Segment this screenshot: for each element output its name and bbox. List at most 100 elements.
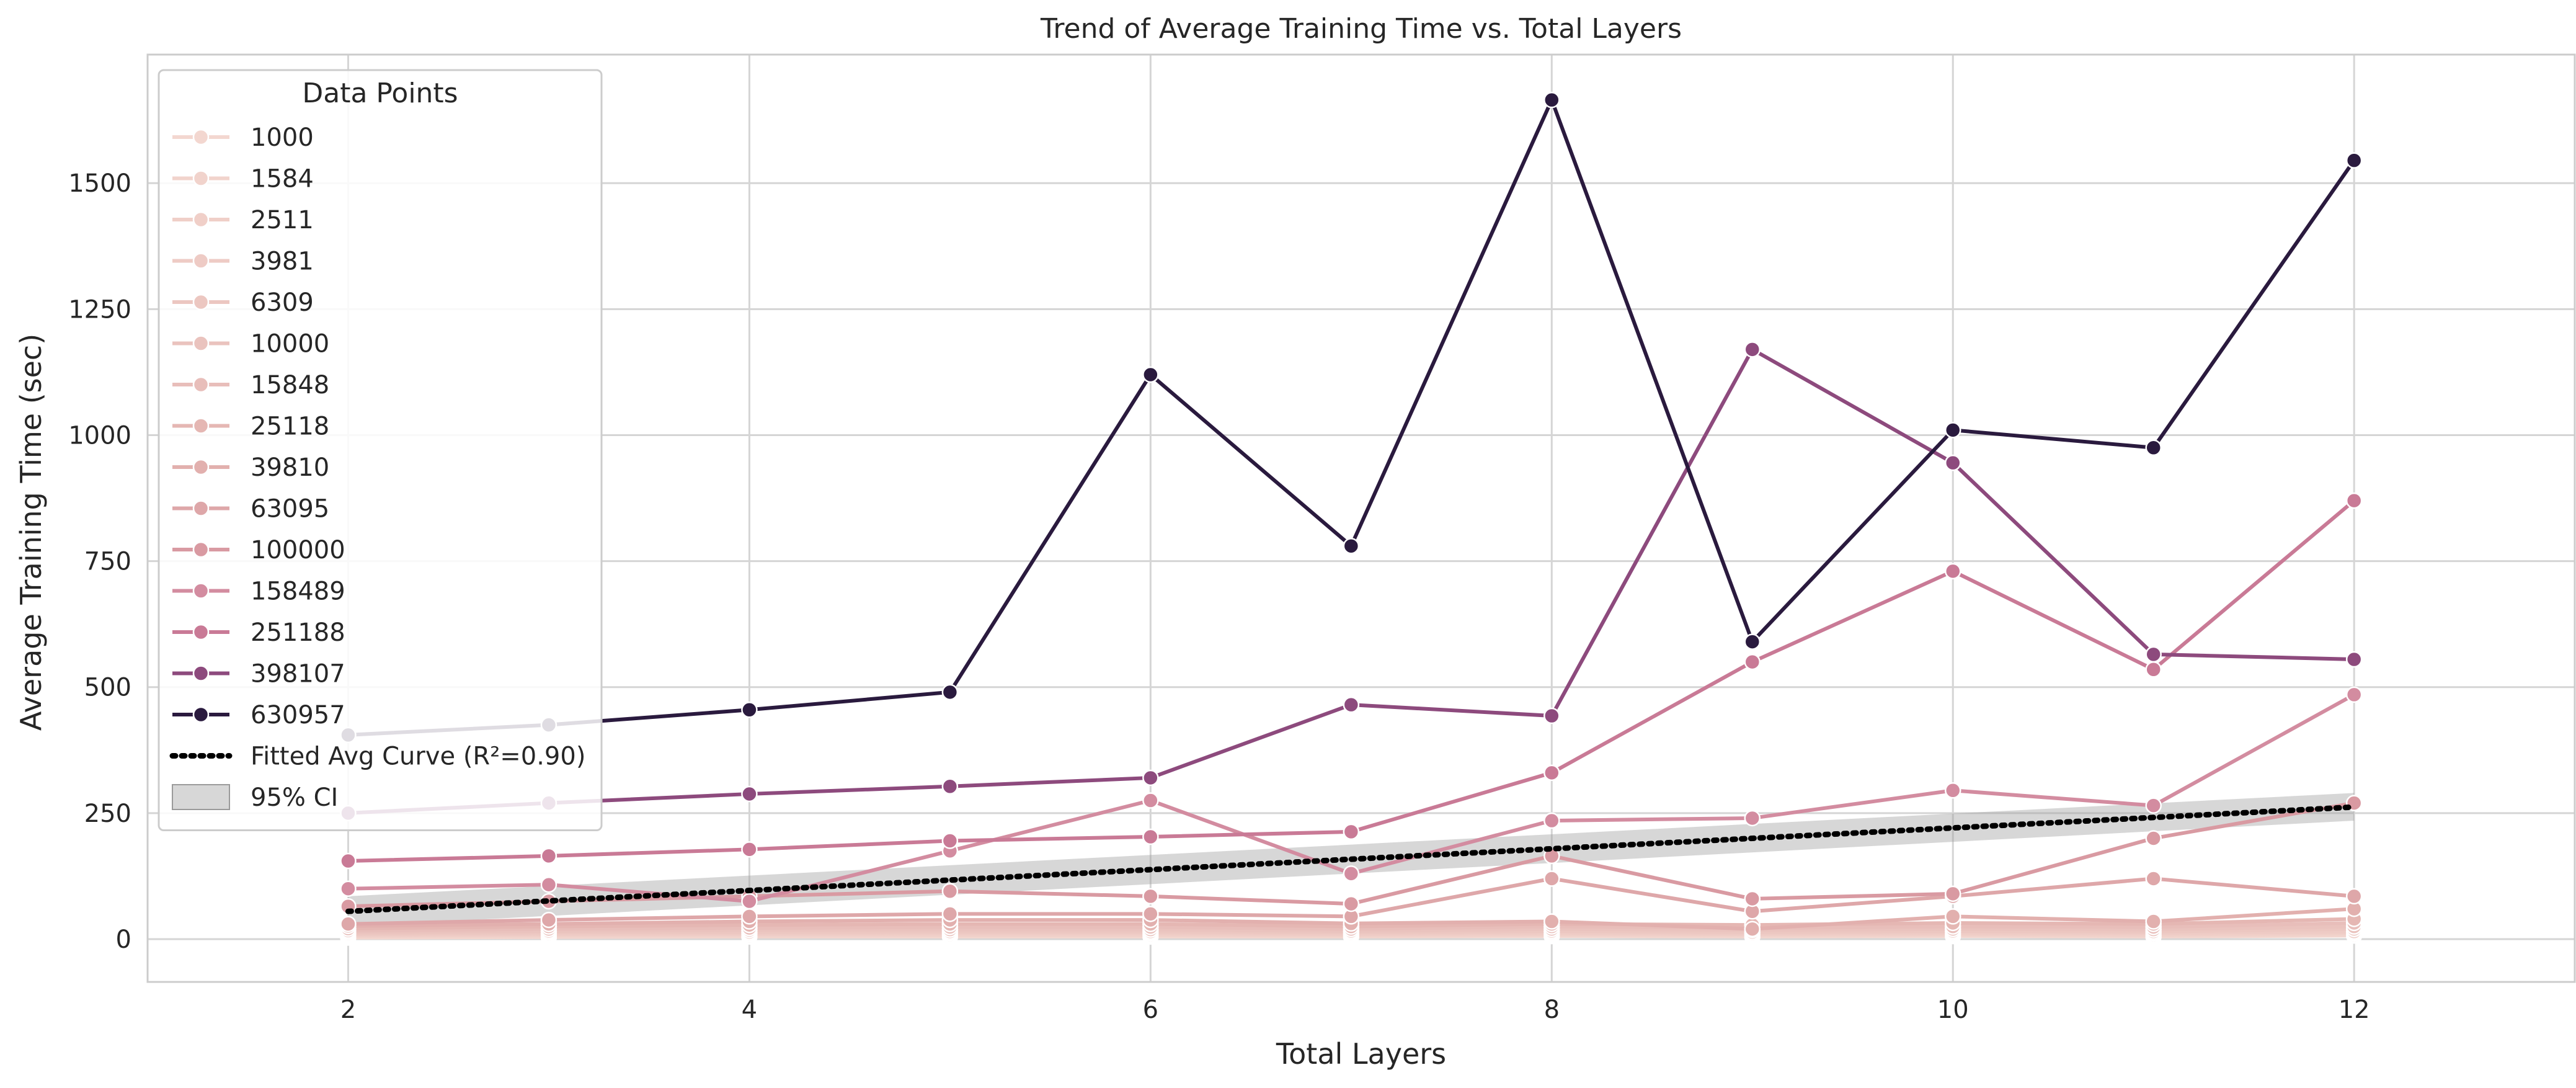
legend-entry: 158489 (172, 577, 345, 606)
legend-label: 2511 (251, 206, 314, 234)
legend-entry: 15848 (172, 371, 329, 399)
legend: Data Points 1000 1584 2511 3981 6309 10000 1584… (158, 69, 603, 831)
data-point (1543, 812, 1560, 829)
legend-entry: 1584 (172, 165, 314, 194)
data-point (1944, 885, 1961, 903)
x-tick-label: 8 (1544, 996, 1560, 1024)
legend-entry-fitted: Fitted Avg Curve (R²=0.90) (169, 742, 585, 771)
legend-label: 63095 (251, 495, 329, 524)
data-point (941, 832, 959, 849)
data-point (2145, 646, 2162, 663)
data-point (1142, 828, 1159, 845)
data-point (1142, 366, 1159, 383)
y-tick-label: 250 (84, 800, 131, 828)
legend-label: 3981 (251, 247, 314, 276)
legend-marker (192, 500, 210, 517)
data-point (2145, 913, 2162, 930)
legend-marker (192, 211, 210, 228)
legend-marker (192, 252, 210, 269)
legend-entry: 100000 (172, 536, 345, 564)
x-tick-label: 12 (2338, 996, 2370, 1024)
data-point (2145, 797, 2162, 814)
legend-entry: 10000 (172, 330, 329, 359)
legend-patch (172, 784, 230, 810)
legend-marker (192, 170, 210, 187)
y-tick-label: 1250 (68, 295, 131, 324)
data-point (1744, 921, 1761, 937)
data-point (340, 852, 357, 870)
data-point (540, 876, 557, 893)
y-tick-label: 750 (84, 548, 131, 576)
legend-entry: 1000 (172, 123, 314, 152)
data-point (2345, 492, 2363, 509)
data-point (1944, 782, 1961, 799)
legend-marker (192, 458, 210, 476)
legend-label: 630957 (251, 701, 345, 729)
y-tick-label: 0 (116, 925, 131, 954)
y-tick-label: 1500 (68, 169, 131, 198)
legend-entry: 251188 (172, 618, 345, 647)
data-point (741, 841, 758, 858)
x-tick-label: 4 (742, 996, 757, 1024)
legend-label: 398107 (251, 660, 345, 689)
legend-entry: 25118 (172, 412, 329, 441)
data-point (1142, 769, 1159, 787)
legend-label: 6309 (251, 288, 314, 317)
data-point (540, 911, 557, 929)
data-point (1543, 870, 1560, 887)
legend-entry: 398107 (172, 660, 345, 689)
data-point (2145, 830, 2162, 847)
legend-label: 251188 (251, 618, 345, 647)
x-tick-label: 2 (340, 996, 356, 1024)
legend-label: 25118 (251, 412, 329, 441)
data-point (1543, 91, 1560, 109)
legend-marker (192, 335, 210, 352)
legend-entry-ci: 95% CI (172, 783, 338, 812)
legend-entry: 39810 (172, 453, 329, 482)
legend-marker (192, 128, 210, 146)
data-point (2145, 439, 2162, 456)
legend-label: 10000 (251, 330, 329, 359)
data-point (941, 906, 959, 922)
data-point (1744, 809, 1761, 827)
data-point (2345, 686, 2363, 703)
legend-label: 1584 (251, 165, 314, 194)
legend-label: 95% CI (251, 783, 338, 812)
legend-marker (192, 293, 210, 311)
data-point (2345, 888, 2363, 905)
x-tick-label: 10 (1937, 996, 1969, 1024)
chart-title: Trend of Average Training Time vs. Total… (1040, 13, 1682, 45)
legend-entry: 3981 (172, 247, 314, 276)
data-point (1744, 653, 1761, 671)
legend-title: Data Points (302, 78, 458, 109)
data-point (1543, 707, 1560, 725)
data-point (1543, 913, 1560, 930)
data-point (1744, 341, 1761, 358)
data-point (1142, 792, 1159, 809)
legend-label: 158489 (251, 577, 345, 606)
data-point (1343, 696, 1360, 713)
data-point (741, 908, 758, 925)
plot-area: 2 4 6 8 10 12 0 250 500 750 1000 1250 1500 Data Point… (68, 53, 2576, 1024)
data-point (2145, 870, 2162, 887)
y-axis-label: Average Training Time (sec) (14, 334, 48, 731)
data-point (941, 883, 959, 899)
data-point (2345, 152, 2363, 169)
legend-marker (192, 623, 210, 641)
data-point (1543, 764, 1560, 782)
data-point (1142, 906, 1159, 922)
legend-entry: 2511 (172, 206, 314, 234)
legend-label: 1000 (251, 123, 314, 152)
legend-label: 15848 (251, 371, 329, 399)
data-point (2345, 651, 2363, 668)
data-point (1744, 633, 1761, 650)
series-398107 (340, 341, 2363, 822)
legend-entry: 63095 (172, 495, 329, 524)
data-point (2145, 661, 2162, 678)
data-point (741, 893, 758, 910)
data-point (1343, 823, 1360, 841)
data-point (941, 778, 959, 795)
legend-marker (192, 376, 210, 393)
legend-label: 39810 (251, 453, 329, 482)
legend-box (158, 69, 603, 831)
